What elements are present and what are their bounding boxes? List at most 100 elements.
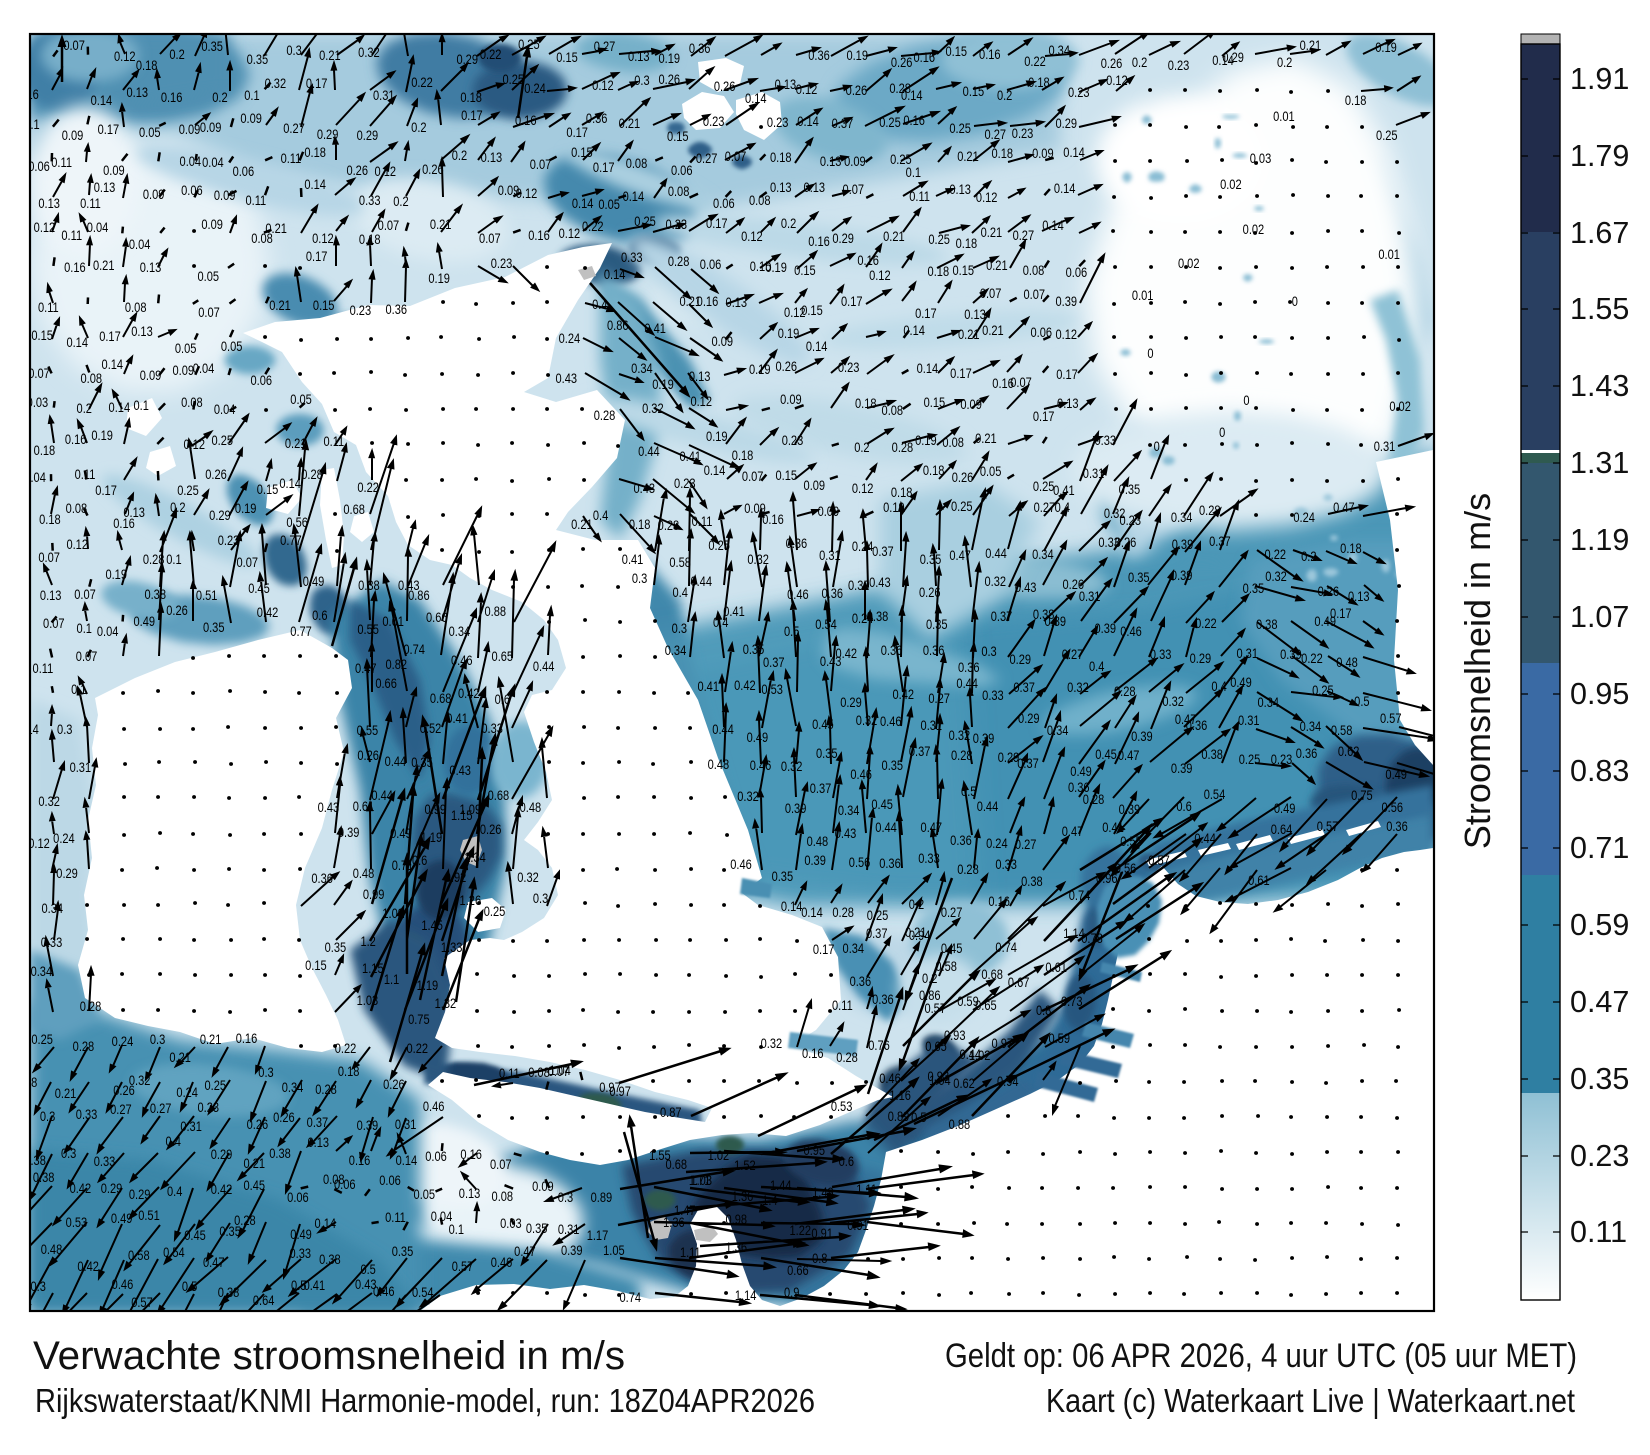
- svg-text:0.15: 0.15: [556, 49, 578, 66]
- svg-text:0.06: 0.06: [671, 162, 693, 179]
- svg-text:0.32: 0.32: [517, 869, 539, 886]
- svg-text:0.39: 0.39: [1280, 646, 1302, 663]
- svg-text:0.47: 0.47: [1062, 823, 1084, 840]
- svg-text:0.14: 0.14: [109, 399, 131, 416]
- svg-text:0.07: 0.07: [74, 586, 96, 603]
- svg-text:0.29: 0.29: [456, 51, 478, 68]
- svg-text:0.25: 0.25: [212, 432, 234, 449]
- svg-text:0.6: 0.6: [1176, 798, 1191, 815]
- svg-text:0.41: 0.41: [644, 320, 666, 337]
- svg-text:0: 0: [1147, 345, 1153, 362]
- svg-text:1.17: 1.17: [587, 1227, 609, 1244]
- svg-text:0.01: 0.01: [1378, 246, 1400, 263]
- svg-text:0.95: 0.95: [804, 1142, 826, 1159]
- svg-text:0.46: 0.46: [373, 1283, 395, 1300]
- svg-text:0.48: 0.48: [520, 799, 542, 816]
- svg-text:0.64: 0.64: [253, 1292, 275, 1309]
- svg-text:0.46: 0.46: [1120, 623, 1142, 640]
- svg-text:0.39: 0.39: [804, 852, 826, 869]
- svg-text:0.28: 0.28: [836, 1049, 858, 1066]
- svg-text:0.97: 0.97: [599, 1079, 621, 1096]
- svg-text:0.15: 0.15: [794, 262, 816, 279]
- svg-text:0.4: 0.4: [165, 1133, 180, 1150]
- svg-text:0.16: 0.16: [697, 293, 719, 310]
- svg-text:0.49: 0.49: [390, 825, 412, 842]
- svg-text:0.39: 0.39: [561, 1242, 583, 1259]
- svg-text:0.22: 0.22: [1024, 53, 1046, 70]
- svg-text:0.26: 0.26: [273, 1109, 295, 1126]
- svg-text:0.78: 0.78: [1081, 930, 1103, 947]
- svg-text:0.39: 0.39: [1094, 620, 1116, 637]
- svg-text:0.14: 0.14: [66, 334, 88, 351]
- svg-text:0.33: 0.33: [1098, 534, 1120, 551]
- svg-text:0.03: 0.03: [27, 394, 49, 411]
- svg-text:0.4: 0.4: [1055, 499, 1070, 516]
- svg-text:0.33: 0.33: [290, 1245, 312, 1262]
- svg-text:1.03: 1.03: [690, 1172, 712, 1189]
- svg-text:0.36: 0.36: [311, 870, 333, 887]
- svg-text:0.27: 0.27: [1062, 646, 1084, 663]
- svg-text:1.16: 1.16: [889, 1087, 911, 1104]
- svg-text:0.19: 0.19: [658, 50, 680, 67]
- svg-text:0.08: 0.08: [882, 402, 904, 419]
- svg-text:0.26: 0.26: [658, 71, 680, 88]
- svg-text:0.96: 0.96: [1096, 870, 1118, 887]
- svg-text:0.09: 0.09: [804, 477, 826, 494]
- svg-text:0: 0: [1219, 424, 1225, 441]
- svg-text:0.39: 0.39: [357, 1117, 379, 1134]
- svg-text:0.48: 0.48: [708, 756, 730, 773]
- svg-text:0.2: 0.2: [854, 439, 869, 456]
- svg-text:0.49: 0.49: [1070, 763, 1092, 780]
- svg-text:0.25: 0.25: [205, 1077, 227, 1094]
- svg-text:0.29: 0.29: [56, 865, 78, 882]
- svg-text:0.13: 0.13: [481, 149, 503, 166]
- svg-text:0.09: 0.09: [140, 367, 162, 384]
- svg-text:0.29: 0.29: [1009, 651, 1031, 668]
- svg-text:0.24: 0.24: [986, 835, 1008, 852]
- svg-text:Verwachte stroomsnelheid in m/: Verwachte stroomsnelheid in m/s: [33, 1334, 625, 1378]
- svg-text:0.47: 0.47: [949, 547, 971, 564]
- svg-text:0.12: 0.12: [114, 48, 136, 65]
- svg-text:0.3: 0.3: [150, 1031, 165, 1048]
- svg-text:0.51: 0.51: [138, 1207, 160, 1224]
- svg-text:0.24: 0.24: [1293, 509, 1315, 526]
- svg-text:0.19: 0.19: [765, 259, 787, 276]
- svg-text:0.14: 0.14: [17, 721, 39, 738]
- svg-text:0.02: 0.02: [1220, 176, 1242, 193]
- svg-text:1.49: 1.49: [812, 1184, 834, 1201]
- svg-text:0.35: 0.35: [743, 641, 765, 658]
- svg-text:0.88: 0.88: [949, 1116, 971, 1133]
- svg-text:0.35: 0.35: [526, 1220, 548, 1237]
- svg-text:0.74: 0.74: [995, 939, 1017, 956]
- svg-text:0.19: 0.19: [706, 428, 728, 445]
- svg-text:0.31: 0.31: [819, 547, 841, 564]
- svg-text:0.06: 0.06: [251, 372, 273, 389]
- svg-text:0.47: 0.47: [1118, 747, 1140, 764]
- svg-text:0.53: 0.53: [831, 1098, 853, 1115]
- svg-text:0.15: 0.15: [305, 957, 327, 974]
- svg-text:0.39: 0.39: [1131, 728, 1153, 745]
- svg-text:0.37: 0.37: [307, 1114, 329, 1131]
- svg-text:0.42: 0.42: [836, 645, 858, 662]
- svg-text:0.37: 0.37: [866, 925, 888, 942]
- svg-text:0.36: 0.36: [821, 585, 843, 602]
- svg-text:0.27: 0.27: [594, 38, 616, 55]
- svg-text:0.11: 0.11: [385, 1209, 406, 1226]
- svg-text:0.29: 0.29: [357, 127, 379, 144]
- svg-text:0.18: 0.18: [629, 516, 651, 533]
- svg-text:0.97: 0.97: [609, 1083, 631, 1100]
- svg-text:0.16: 0.16: [161, 89, 183, 106]
- svg-text:0.26: 0.26: [919, 584, 941, 601]
- svg-text:0.46: 0.46: [750, 757, 772, 774]
- svg-text:0.2: 0.2: [411, 119, 426, 136]
- svg-text:0.18: 0.18: [1028, 74, 1050, 91]
- svg-text:0.56: 0.56: [849, 854, 871, 871]
- svg-text:0.34: 0.34: [31, 963, 53, 980]
- svg-text:0.38: 0.38: [867, 608, 889, 625]
- svg-text:0.17: 0.17: [566, 124, 588, 141]
- svg-text:0.09: 0.09: [532, 1178, 554, 1195]
- svg-text:0.8: 0.8: [1036, 1002, 1051, 1019]
- svg-text:0.16: 0.16: [992, 375, 1014, 392]
- svg-text:0.36: 0.36: [881, 642, 903, 659]
- svg-text:0.57: 0.57: [1317, 818, 1339, 835]
